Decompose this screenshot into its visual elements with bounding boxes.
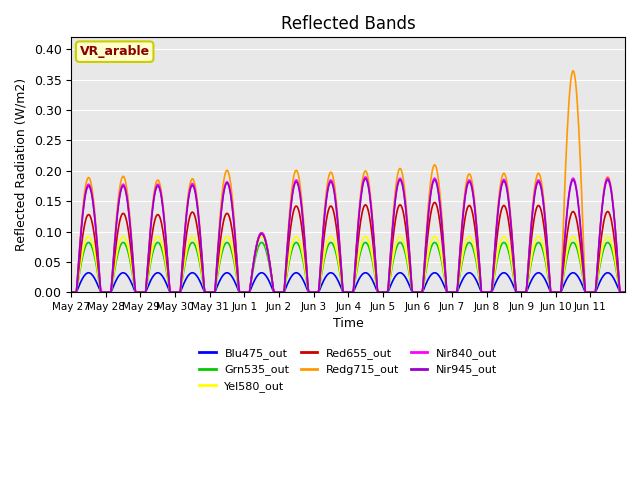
Y-axis label: Reflected Radiation (W/m2): Reflected Radiation (W/m2) xyxy=(15,78,28,252)
Grn535_out xyxy=(133,289,141,295)
Nir840_out xyxy=(283,256,291,262)
Red655_out xyxy=(234,278,242,284)
Nir945_out xyxy=(132,289,140,295)
Nir945_out xyxy=(262,238,269,244)
Grn535_out xyxy=(406,275,413,280)
Red655_out xyxy=(405,256,413,262)
Nir945_out xyxy=(361,176,369,182)
Grn535_out xyxy=(437,255,445,261)
Redg715_out xyxy=(234,272,242,278)
Line: Red655_out: Red655_out xyxy=(71,203,625,292)
Blu475_out xyxy=(262,273,270,279)
X-axis label: Time: Time xyxy=(333,317,364,330)
Blu475_out xyxy=(84,270,92,276)
Nir840_out xyxy=(406,256,413,262)
Nir945_out xyxy=(67,289,75,295)
Nir840_out xyxy=(234,274,242,280)
Blu475_out xyxy=(235,288,243,294)
Grn535_out xyxy=(621,289,629,295)
Redg715_out xyxy=(405,242,413,248)
Nir840_out xyxy=(361,174,369,180)
Red655_out xyxy=(262,237,269,243)
Redg715_out xyxy=(569,68,577,73)
Grn535_out xyxy=(84,240,92,245)
Redg715_out xyxy=(283,253,291,259)
Yel580_out xyxy=(262,243,270,249)
Redg715_out xyxy=(262,237,269,243)
Nir945_out xyxy=(437,212,445,218)
Redg715_out xyxy=(67,289,75,295)
Nir840_out xyxy=(621,289,629,295)
Blu475_out xyxy=(133,289,141,295)
Blu475_out xyxy=(406,284,413,289)
Red655_out xyxy=(621,289,629,295)
Blu475_out xyxy=(621,289,629,295)
Redg715_out xyxy=(621,289,629,295)
Text: VR_arable: VR_arable xyxy=(79,45,150,58)
Grn535_out xyxy=(67,289,75,295)
Red655_out xyxy=(283,264,291,270)
Line: Yel580_out: Yel580_out xyxy=(71,236,625,292)
Grn535_out xyxy=(235,287,243,293)
Redg715_out xyxy=(436,193,444,199)
Red655_out xyxy=(437,228,445,233)
Yel580_out xyxy=(284,268,291,274)
Blu475_out xyxy=(284,282,291,288)
Red655_out xyxy=(132,289,140,295)
Nir840_out xyxy=(132,289,140,295)
Nir945_out xyxy=(406,256,413,262)
Blu475_out xyxy=(437,276,445,282)
Line: Redg715_out: Redg715_out xyxy=(71,71,625,292)
Yel580_out xyxy=(84,233,92,239)
Grn535_out xyxy=(262,248,270,254)
Nir945_out xyxy=(234,274,242,280)
Title: Reflected Bands: Reflected Bands xyxy=(281,15,415,33)
Nir840_out xyxy=(262,237,269,243)
Line: Nir840_out: Nir840_out xyxy=(71,177,625,292)
Line: Blu475_out: Blu475_out xyxy=(71,273,625,292)
Nir840_out xyxy=(437,211,445,216)
Nir945_out xyxy=(621,289,629,295)
Yel580_out xyxy=(235,287,243,292)
Yel580_out xyxy=(437,251,445,257)
Line: Nir945_out: Nir945_out xyxy=(71,179,625,292)
Legend: Blu475_out, Grn535_out, Yel580_out, Red655_out, Redg715_out, Nir840_out, Nir945_: Blu475_out, Grn535_out, Yel580_out, Red6… xyxy=(195,344,502,396)
Yel580_out xyxy=(621,289,629,295)
Red655_out xyxy=(431,200,438,205)
Yel580_out xyxy=(406,273,413,279)
Grn535_out xyxy=(284,270,291,276)
Blu475_out xyxy=(67,289,75,295)
Red655_out xyxy=(67,289,75,295)
Yel580_out xyxy=(67,289,75,295)
Yel580_out xyxy=(133,289,141,295)
Line: Grn535_out: Grn535_out xyxy=(71,242,625,292)
Nir840_out xyxy=(67,289,75,295)
Nir945_out xyxy=(283,257,291,263)
Redg715_out xyxy=(132,289,140,295)
